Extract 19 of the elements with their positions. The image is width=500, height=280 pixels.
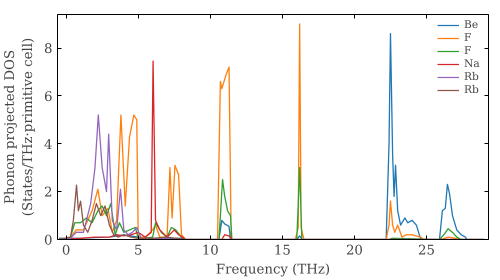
y-tick-label: 8	[44, 42, 53, 58]
legend-label: Na	[464, 57, 481, 70]
x-tick-label: 20	[346, 244, 363, 258]
y-tick-label: 2	[44, 186, 53, 201]
x-tick-label: 25	[418, 244, 436, 258]
x-tick-label: 15	[274, 244, 291, 258]
legend-label: F	[464, 31, 472, 44]
x-tick-label: 10	[202, 244, 219, 258]
legend-label: Rb	[464, 70, 480, 83]
y-tick-label: 0	[44, 234, 53, 248]
x-tick-label: 0	[62, 244, 70, 258]
legend-label: Rb	[464, 83, 480, 96]
y-tick-label: 6	[44, 90, 53, 105]
x-axis-title: Frequency (THz)	[216, 262, 330, 278]
x-tick-label: 5	[134, 244, 142, 258]
y-tick-label: 4	[44, 138, 53, 153]
legend-label: Be	[464, 18, 480, 31]
y-axis-title: Phonon projected DOS (States/THz·primitive cell)	[3, 38, 36, 216]
legend-label: F	[464, 44, 472, 57]
